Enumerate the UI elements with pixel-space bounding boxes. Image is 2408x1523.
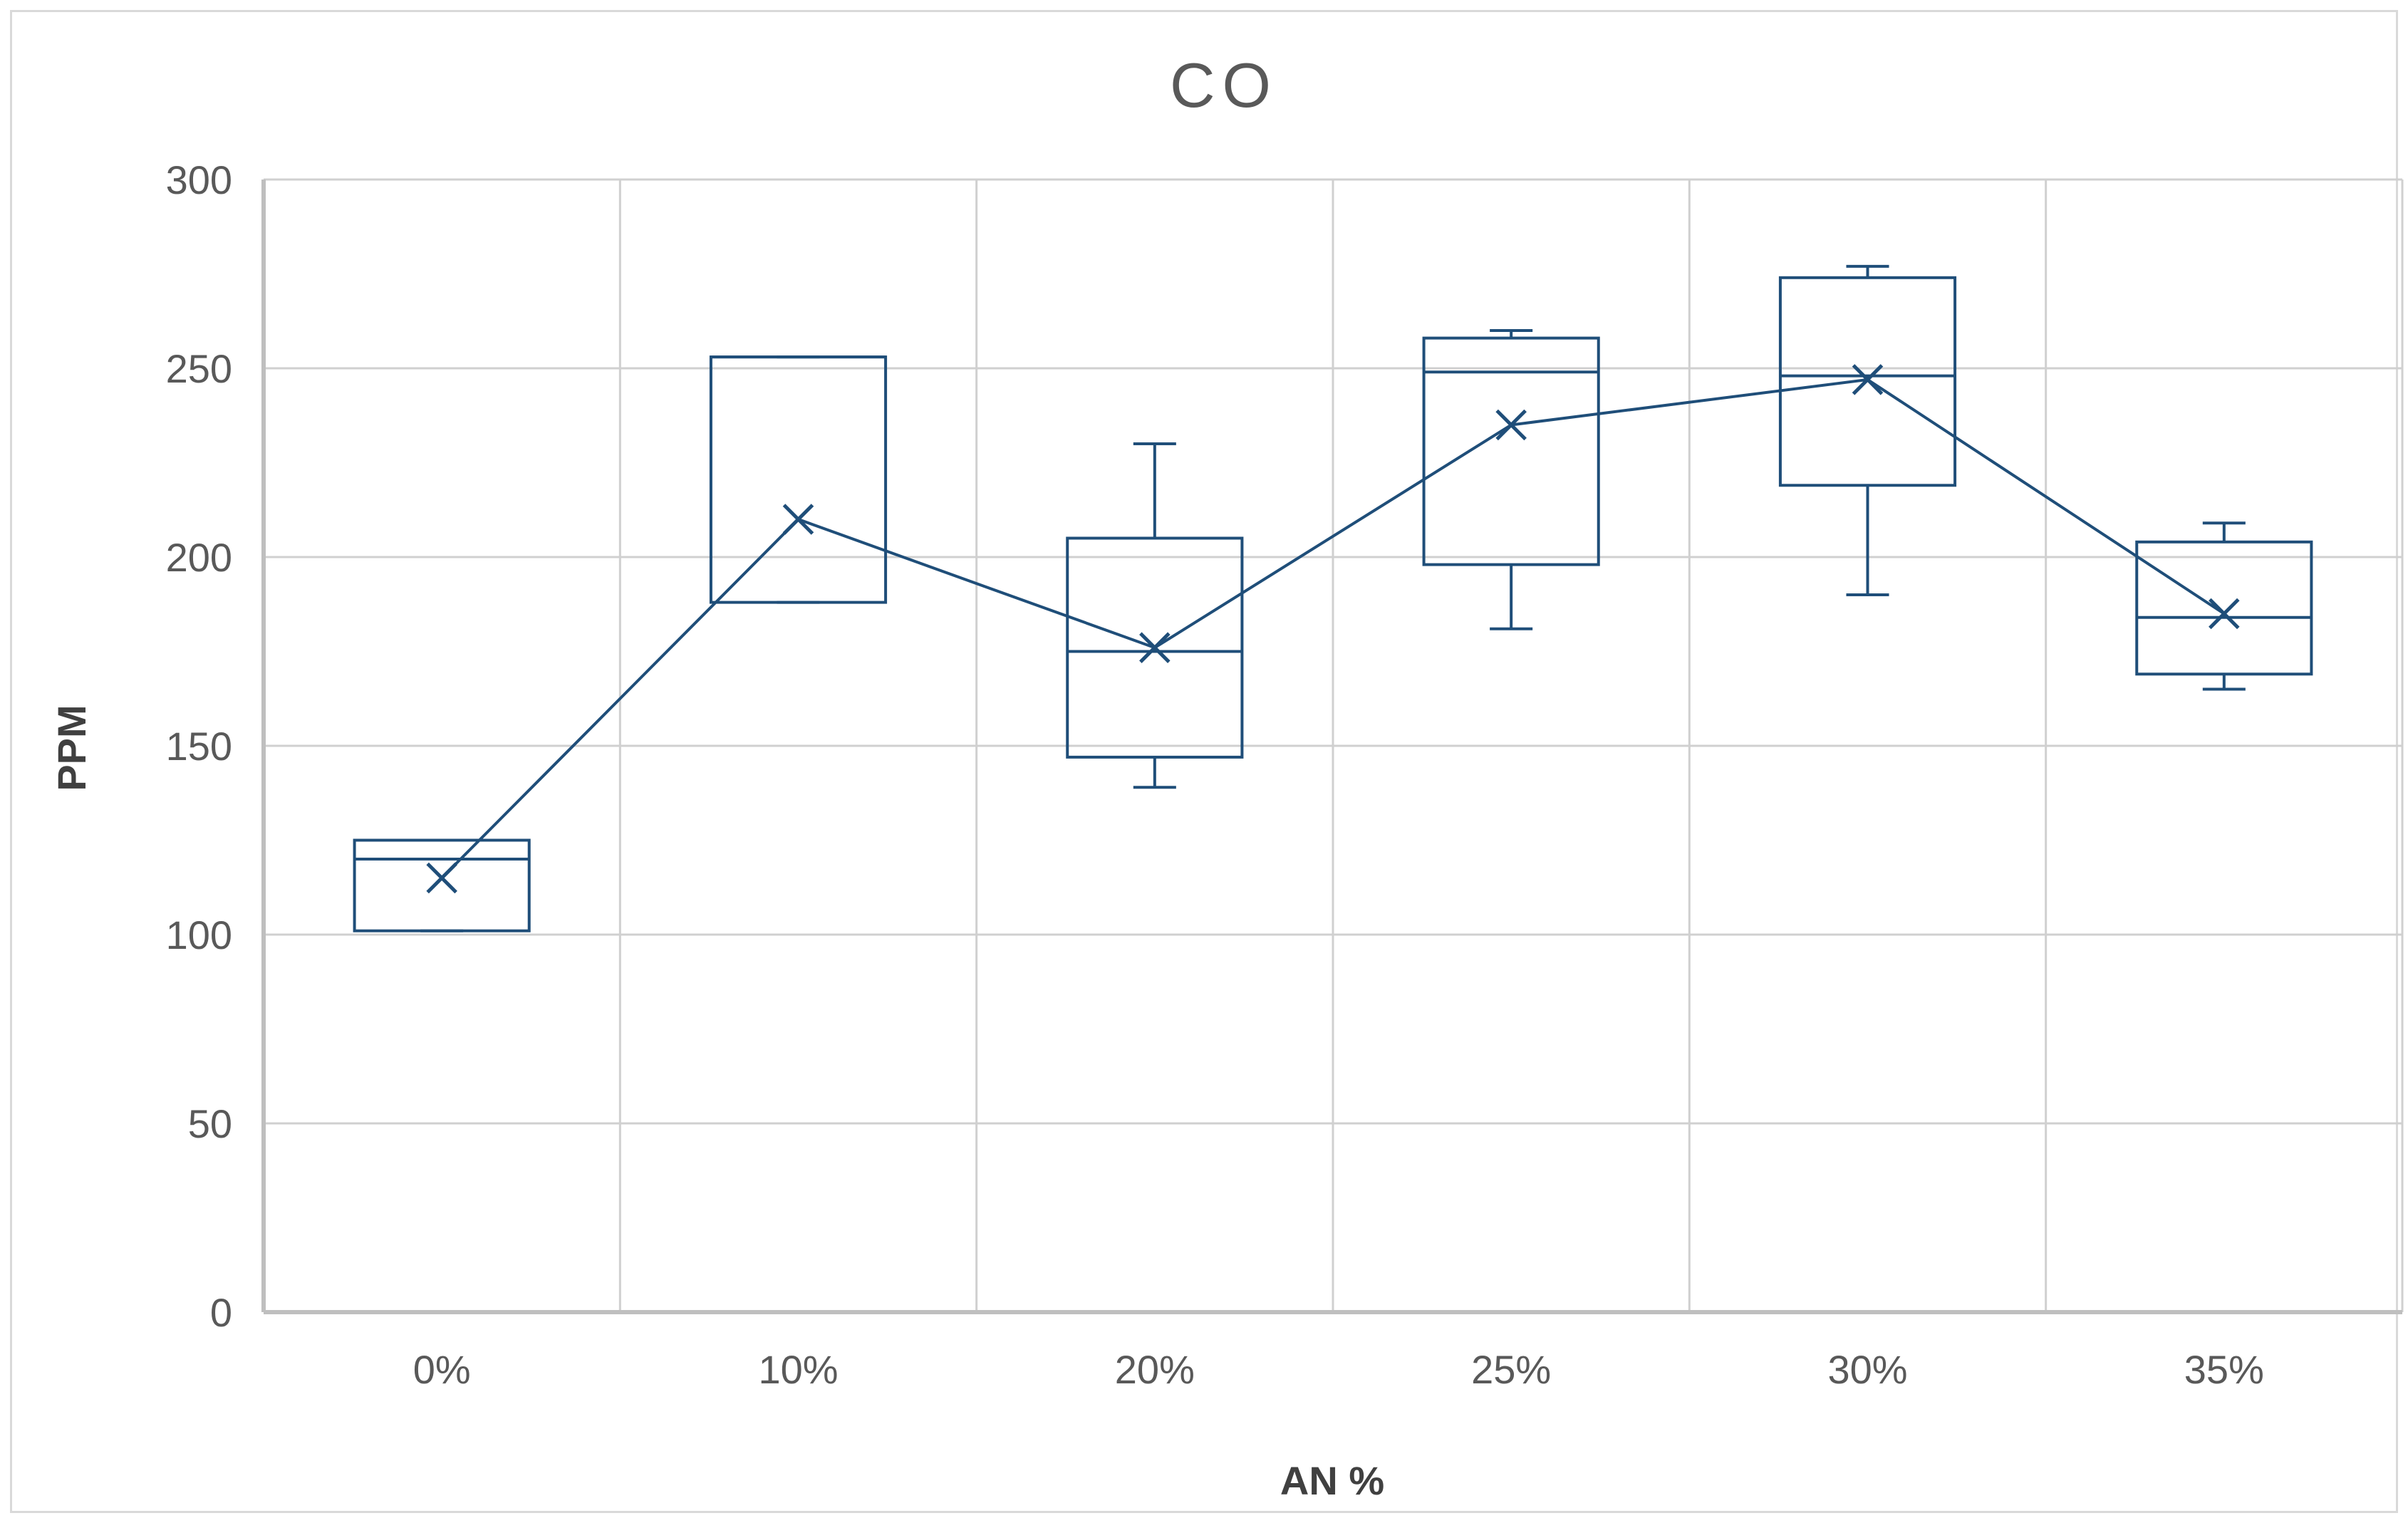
chart-frame: [10, 10, 2398, 1513]
tick-labels: 0 50 100 150 200 250 300 0% 10% 20% 25% 30% 35%: [166, 157, 2264, 1392]
mean-marker: [782, 504, 814, 535]
x-tick-label: 20%: [1115, 1347, 1195, 1392]
iqr-box: [1778, 276, 1957, 487]
x-tick-label: 0%: [413, 1347, 471, 1392]
y-tick-label: 200: [166, 535, 232, 580]
x-axis-title: AN %: [1280, 1458, 1384, 1503]
iqr-box: [1066, 536, 1244, 759]
y-tick-label: 0: [210, 1290, 232, 1335]
mean-connector: [440, 378, 2225, 879]
mean-marker: [1495, 409, 1527, 441]
y-tick-label: 50: [188, 1101, 232, 1146]
x-tick-label: 25%: [1471, 1347, 1551, 1392]
chart-title: CO: [1170, 50, 1278, 120]
y-tick-label: 300: [166, 157, 232, 202]
iqr-box: [353, 838, 531, 932]
boxes: [353, 264, 2313, 932]
iqr-box: [709, 355, 888, 604]
x-tick-label: 35%: [2184, 1347, 2264, 1392]
mean-marker: [1139, 632, 1171, 663]
y-tick-label: 100: [166, 913, 232, 957]
x-tick-label: 30%: [1827, 1347, 1907, 1392]
gridlines: [264, 178, 2404, 1312]
axes: [261, 180, 2402, 1314]
y-tick-label: 150: [166, 724, 232, 769]
iqr-box: [1422, 336, 1600, 566]
mean-marker: [426, 862, 457, 894]
mean-line: [426, 364, 2240, 894]
mean-marker: [2209, 598, 2240, 630]
mean-marker: [1852, 364, 1884, 395]
x-tick-label: 10%: [758, 1347, 838, 1392]
y-axis-title: PPM: [49, 705, 94, 791]
y-tick-label: 250: [166, 346, 232, 391]
iqr-box: [2135, 540, 2313, 676]
